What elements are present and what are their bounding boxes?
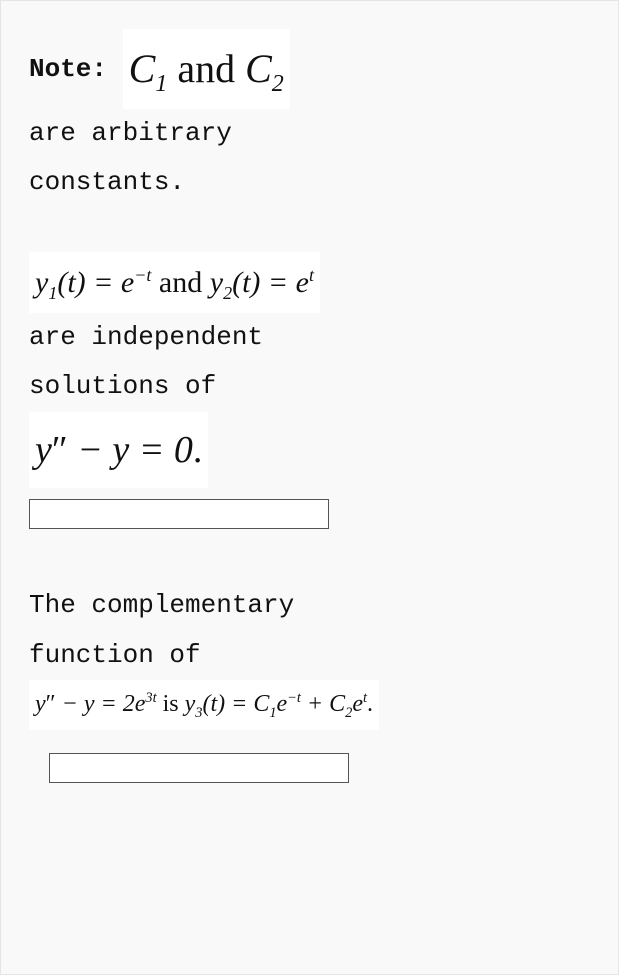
document-page: Note: C1 and C2 are arbitrary constants.… <box>0 0 619 975</box>
sec1-eq-line: y″ − y = 0. <box>29 412 590 488</box>
spacer <box>29 730 590 742</box>
sec1-eq: y″ − y = 0. <box>29 412 208 488</box>
note-label: Note: <box>29 54 107 84</box>
note-tail-2: constants. <box>29 158 590 207</box>
answer-input-1[interactable] <box>29 499 329 529</box>
spacer <box>29 208 590 252</box>
sec2-line2: function of <box>29 631 590 680</box>
sec1-line1: are independent <box>29 313 590 362</box>
sec1-line2: solutions of <box>29 362 590 411</box>
sec2-eq: y″ − y = 2e3t is y3(t) = C1e−t + C2et. <box>29 680 379 730</box>
sec1-math: y1(t) = e−t and y2(t) = et <box>29 252 320 313</box>
note-line: Note: C1 and C2 <box>29 29 590 109</box>
answer-input-2[interactable] <box>49 753 349 783</box>
note-math: C1 and C2 <box>123 29 290 109</box>
sec1-math-line: y1(t) = e−t and y2(t) = et <box>29 252 590 313</box>
sec2-eq-line: y″ − y = 2e3t is y3(t) = C1e−t + C2et. <box>29 680 590 730</box>
sec2-line1: The complementary <box>29 581 590 630</box>
spacer <box>29 537 590 581</box>
note-tail-1: are arbitrary <box>29 109 590 158</box>
